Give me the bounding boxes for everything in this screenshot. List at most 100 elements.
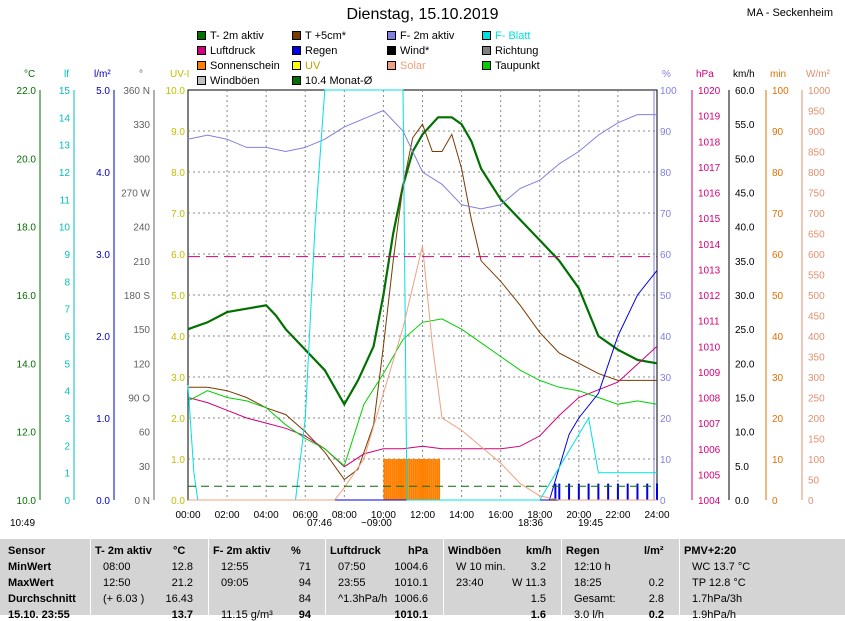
stats-table: Sensor T- 2m aktiv °C F- 2m aktiv% Luftdruck… [0, 539, 845, 621]
tick-sun: 40 [772, 332, 784, 343]
legend-swatch [387, 61, 396, 70]
tick-press: 1015 [698, 214, 721, 225]
sunshine-bar [434, 459, 437, 500]
sunshine-bar [389, 459, 392, 500]
stats-header-unit: km/h [526, 545, 552, 557]
legend-swatch [482, 31, 491, 40]
tick-leaf: 14 [59, 113, 71, 124]
tick-press: 1016 [698, 189, 721, 200]
tick-dir: 240 [133, 223, 150, 234]
legend-item-6: Wind* [387, 45, 429, 58]
tick-uv: 3.0 [171, 373, 185, 384]
sunshine-bar [397, 459, 400, 500]
tick-solar: 350 [808, 353, 825, 364]
legend-label: Windböen [210, 75, 260, 87]
legend-item-11: Taupunkt [482, 60, 540, 73]
series-line-5 [188, 270, 658, 501]
sunshine-bar [395, 459, 398, 500]
stats-cell-value: 12.8 [171, 561, 193, 573]
tick-dir: 270 W [121, 189, 150, 200]
legend-label: Taupunkt [495, 60, 540, 72]
legend-swatch [292, 76, 301, 85]
tick-hum: 60 [660, 250, 672, 261]
legend-label: Luftdruck [210, 45, 256, 57]
stats-header-unit: l/m² [644, 545, 664, 557]
tick-solar: 600 [808, 250, 825, 261]
tick-solar: 100 [808, 455, 825, 466]
tick-wind: 15.0 [735, 394, 755, 405]
tick-leaf: 0 [64, 496, 70, 507]
legend-label: F- Blatt [495, 30, 531, 42]
stats-cell-value: 1004.6 [394, 561, 428, 573]
stats-header: Regen [566, 545, 600, 557]
stats-header: T- 2m aktiv [95, 545, 152, 557]
x-tick-label: 18:00 [527, 510, 552, 521]
tick-rain: 5.0 [96, 86, 110, 97]
sunshine-bar [438, 459, 441, 500]
tick-dir: 360 N [123, 86, 150, 97]
tick-press: 1012 [698, 291, 721, 302]
stats-separator [208, 539, 209, 615]
tick-solar: 500 [808, 291, 825, 302]
axis-unit-hum: % [662, 69, 671, 80]
legend-item-3: F- Blatt [482, 30, 530, 43]
stats-cell-note: 12:10 h [574, 561, 611, 573]
legend-item-13: 10.4 Monat-Ø [292, 75, 372, 88]
tick-solar: 300 [808, 373, 825, 384]
stats-cell-note: 07:50 [338, 561, 366, 573]
stats-cell-note: 08:00 [103, 561, 131, 573]
sunshine-bar [393, 459, 396, 500]
tick-solar: 150 [808, 435, 825, 446]
tick-press: 1004 [698, 496, 721, 507]
sunshine-bar [436, 459, 439, 500]
stats-cell-note: 12:55 [221, 561, 249, 573]
tick-uv: 0.0 [171, 496, 185, 507]
tick-uv: 9.0 [171, 127, 185, 138]
stats-cell-value: 1.6 [530, 609, 546, 621]
legend-item-10: Solar [387, 60, 426, 73]
stats-cell-note: 3.0 l/h [574, 609, 604, 621]
series-line-7 [188, 245, 657, 501]
series-line-4 [187, 318, 658, 467]
tick-uv: 4.0 [171, 332, 185, 343]
stats-cell-value: 94 [298, 577, 311, 589]
tick-leaf: 15 [59, 86, 71, 97]
tick-uv: 10.0 [166, 86, 186, 97]
axis-unit-uv: UV-I [170, 69, 189, 80]
sunshine-bar [406, 459, 409, 500]
axis-unit-leaf: lf [64, 69, 69, 80]
tick-hum: 40 [660, 332, 672, 343]
stats-cell-value: 2.8 [648, 593, 664, 605]
tick-leaf: 6 [64, 332, 70, 343]
tick-uv: 5.0 [171, 291, 185, 302]
x-tick-label: 00:00 [175, 510, 200, 521]
tick-wind: 20.0 [735, 359, 755, 370]
rain-bar [577, 483, 580, 500]
tick-rain: 3.0 [96, 250, 110, 261]
legend-label: T +5cm* [305, 30, 347, 42]
rain-bar [597, 483, 600, 500]
tick-temp: 14.0 [17, 359, 37, 370]
legend-swatch [292, 46, 301, 55]
tick-hum: 50 [660, 291, 672, 302]
rain-bar [646, 483, 649, 500]
stats-cell-value: 3.2 [530, 561, 546, 573]
tick-leaf: 1 [64, 469, 70, 480]
sunshine-bar [418, 459, 421, 500]
sunshine-bar [410, 459, 413, 500]
tick-dir: 60 [139, 428, 151, 439]
stats-cell-note: 11.15 g/m³ [221, 609, 273, 621]
tick-solar: 0 [808, 496, 814, 507]
stats-cell-note: 23:55 [338, 577, 366, 589]
tick-temp: 16.0 [17, 291, 37, 302]
tick-leaf: 13 [59, 141, 71, 152]
tick-hum: 10 [660, 455, 672, 466]
series-line-1 [188, 123, 657, 481]
stats-cell-note: 23:40 [456, 577, 484, 589]
tick-hum: 70 [660, 209, 672, 220]
sunshine-bar [428, 459, 431, 500]
legend-item-4: Luftdruck [197, 45, 255, 58]
stats-cell-value: 16.43 [165, 593, 193, 605]
tick-leaf: 4 [64, 387, 70, 398]
legend-label: Wind* [400, 45, 430, 57]
